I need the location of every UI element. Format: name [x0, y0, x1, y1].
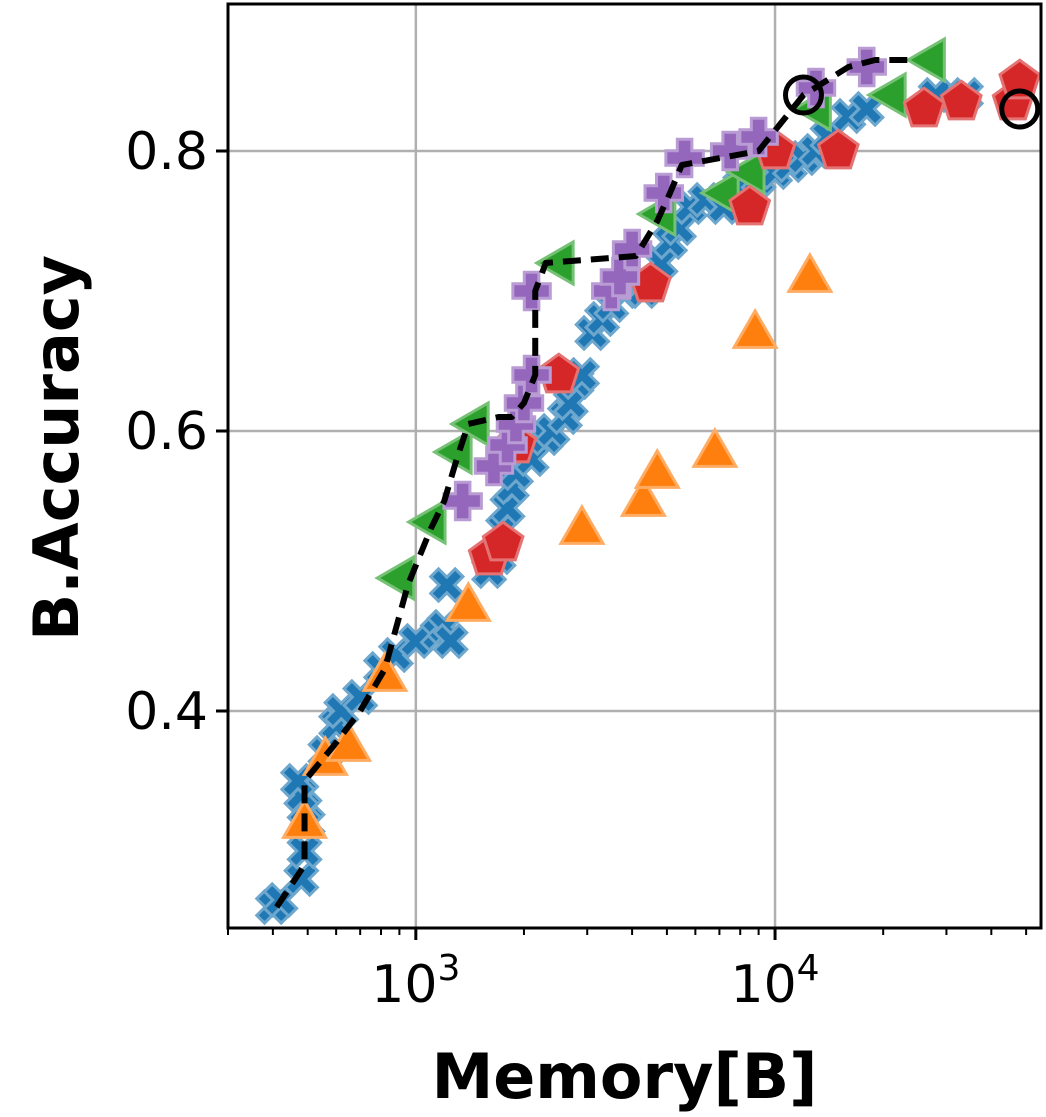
x-tick-label: 103 [371, 948, 460, 1015]
series-3-point [724, 148, 766, 196]
series-5-point [599, 256, 641, 298]
x-axis-title: Memory[B] [432, 1040, 818, 1113]
plot-frame [226, 2, 1043, 930]
series-4-point [481, 520, 525, 562]
series-4-point [998, 58, 1042, 100]
series-2-point [731, 307, 779, 349]
series-4-point [939, 79, 983, 121]
series-5-point [664, 137, 705, 179]
series-4-point [728, 184, 772, 226]
series-2-point [558, 503, 606, 545]
series-1-point [432, 622, 469, 660]
grid [228, 4, 1041, 928]
series-1-point [283, 860, 320, 898]
series-5-point [846, 46, 887, 88]
series-2-point [633, 447, 681, 489]
highlight-circle [999, 88, 1041, 130]
series-4-point [816, 128, 860, 170]
series-1-point [428, 566, 466, 604]
series-3-point [405, 498, 447, 546]
y-tick-label: 0.4 [125, 682, 208, 742]
frontier-line [274, 57, 912, 909]
highlight-layer [782, 74, 1041, 130]
series-3-point [865, 71, 907, 119]
series-5-point [511, 354, 552, 396]
series-1 [254, 76, 985, 926]
x-tick-label: 104 [731, 948, 820, 1015]
series-5-point [511, 270, 552, 312]
series-2 [280, 251, 834, 839]
series-layer [254, 36, 1042, 926]
series-2-point [619, 475, 667, 517]
y-axis-title: B.Accuracy [20, 255, 93, 641]
highlight-circle [782, 74, 824, 116]
series-2-point [444, 580, 492, 622]
y-tick-label: 0.8 [125, 122, 208, 182]
series-2-point [691, 426, 739, 468]
series-5-point [738, 116, 779, 158]
frontier-line-layer [274, 57, 912, 909]
ticks: 0.4 0.6 0.8 103 104 [125, 122, 1028, 1015]
series-5-point [611, 228, 653, 270]
series-2-point [786, 251, 834, 293]
series-4-point [902, 86, 946, 128]
series-3-point [904, 36, 946, 84]
series-5-point [709, 130, 751, 172]
y-tick-label: 0.6 [125, 402, 208, 462]
